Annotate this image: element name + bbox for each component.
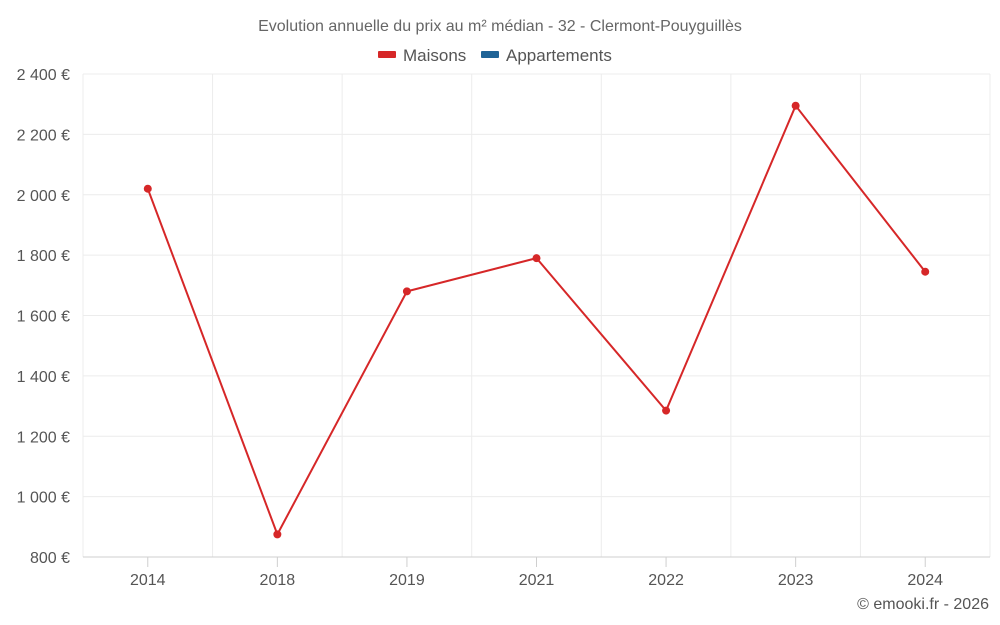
x-tick-label: 2024 xyxy=(907,572,943,589)
y-tick-label: 800 € xyxy=(30,550,70,567)
y-tick-label: 2 400 € xyxy=(17,67,70,84)
y-tick-label: 1 200 € xyxy=(17,429,70,446)
data-point[interactable] xyxy=(273,530,282,539)
y-tick-label: 1 400 € xyxy=(17,369,70,386)
legend-swatch xyxy=(481,51,499,58)
data-point[interactable] xyxy=(402,287,411,296)
data-point[interactable] xyxy=(791,101,800,110)
x-tick-label: 2014 xyxy=(130,572,166,589)
legend-label: Appartements xyxy=(506,46,612,65)
data-point[interactable] xyxy=(143,184,152,193)
x-axis-ticks: 2014 2018 2019 2021 2022 2023 2024 xyxy=(130,557,943,589)
legend-item-maisons[interactable]: Maisons xyxy=(378,46,466,65)
y-tick-label: 1 800 € xyxy=(17,248,70,265)
grid-lines xyxy=(82,73,991,557)
chart-legend: Maisons Appartements xyxy=(378,46,612,65)
x-tick-label: 2018 xyxy=(260,572,296,589)
y-tick-label: 1 000 € xyxy=(17,490,70,507)
y-tick-label: 1 600 € xyxy=(17,309,70,326)
legend-label: Maisons xyxy=(403,46,466,65)
data-point[interactable] xyxy=(532,254,541,263)
x-tick-label: 2022 xyxy=(648,572,684,589)
copyright-credit: © emooki.fr - 2026 xyxy=(857,596,989,613)
data-point[interactable] xyxy=(921,267,930,276)
series-line-maisons xyxy=(146,104,927,536)
y-tick-label: 2 000 € xyxy=(17,188,70,205)
legend-item-appartements[interactable]: Appartements xyxy=(481,46,612,65)
series-layer xyxy=(143,101,930,539)
x-tick-label: 2019 xyxy=(389,572,425,589)
y-tick-label: 2 200 € xyxy=(17,127,70,144)
chart-title: Evolution annuelle du prix au m² médian … xyxy=(258,18,742,35)
x-tick-label: 2021 xyxy=(519,572,555,589)
x-tick-label: 2023 xyxy=(778,572,814,589)
data-point[interactable] xyxy=(662,406,671,415)
legend-swatch xyxy=(378,51,396,58)
y-axis-ticks: 800 € 1 000 € 1 200 € 1 400 € 1 600 € 1 800 €… xyxy=(17,67,70,567)
